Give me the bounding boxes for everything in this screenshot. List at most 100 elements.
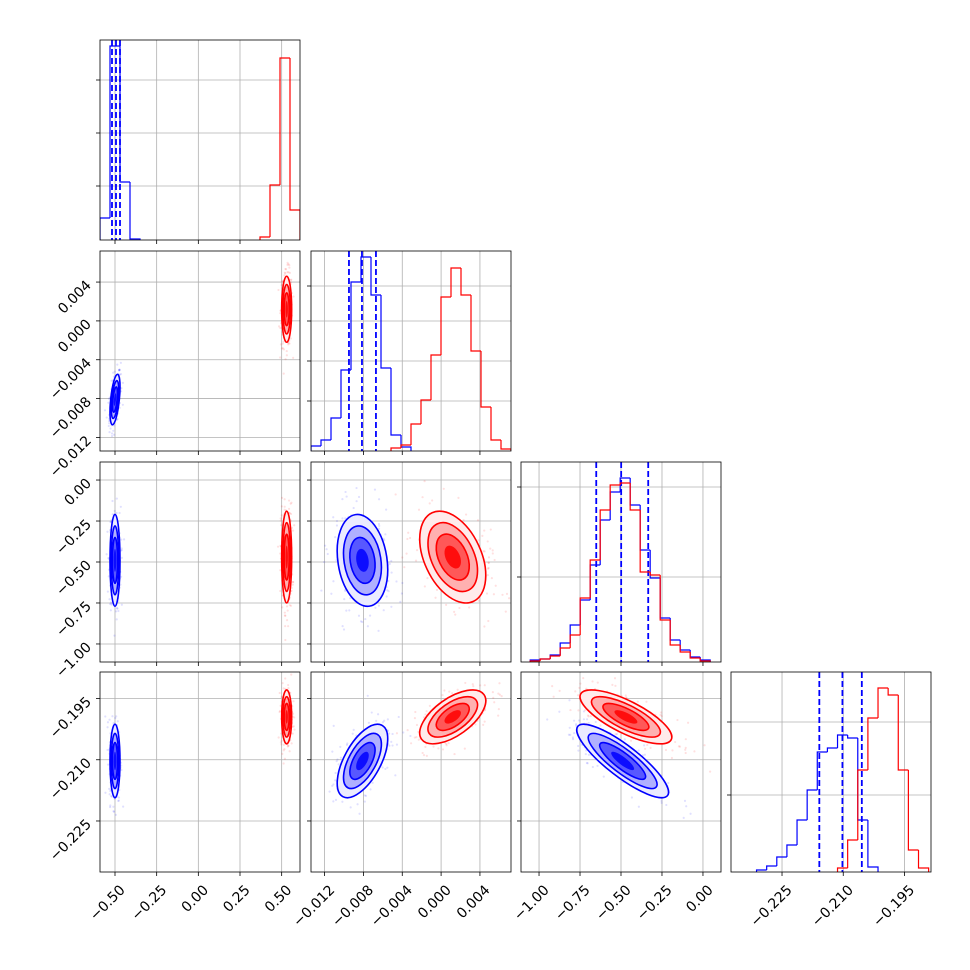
- contour: [285, 301, 288, 318]
- panel: [731, 672, 931, 872]
- panel-frame: [99, 39, 301, 241]
- panel-frame: [99, 671, 301, 873]
- contour: [349, 536, 376, 585]
- contour: [113, 548, 117, 572]
- y-tick-label: −0.75: [53, 598, 95, 640]
- histogram-step: [679, 645, 691, 653]
- histogram-step: [500, 440, 511, 451]
- x-tick-label: 0.25: [220, 882, 253, 915]
- histogram-step: [609, 491, 621, 520]
- histogram-step: [699, 658, 711, 662]
- histogram-step: [887, 688, 899, 696]
- contour: [427, 695, 479, 738]
- histogram-step: [826, 747, 838, 752]
- contour: [110, 732, 120, 790]
- histogram-step: [559, 647, 571, 656]
- x-tick-label: −0.210: [809, 882, 857, 930]
- histogram-step: [269, 184, 280, 237]
- panel-frame: [520, 671, 722, 873]
- histogram-step: [100, 217, 110, 240]
- histogram-step: [370, 257, 381, 296]
- contour: [598, 741, 647, 781]
- contour: [285, 710, 288, 724]
- histogram-step: [669, 620, 681, 646]
- histogram-step: [836, 734, 848, 748]
- contour: [614, 710, 638, 724]
- contour: [356, 751, 369, 771]
- histogram-step: [480, 351, 491, 408]
- histogram-step: [776, 856, 787, 866]
- histogram-step: [857, 769, 868, 840]
- histogram-step: [589, 564, 601, 600]
- y-tick-label: −0.004: [47, 355, 95, 403]
- histogram-step: [470, 295, 481, 352]
- panel-frame: [310, 671, 512, 873]
- x-tick-label: −0.012: [290, 882, 338, 930]
- y-tick-label: −1.00: [53, 639, 95, 681]
- histogram-step: [599, 509, 611, 560]
- x-tick-label: −0.25: [129, 882, 171, 924]
- contour: [111, 536, 119, 585]
- panel: [100, 40, 300, 240]
- histogram-step: [649, 550, 661, 579]
- x-tick-label: 0.50: [262, 882, 295, 915]
- x-tick-label: −0.195: [870, 882, 918, 930]
- histogram-step: [599, 519, 611, 565]
- histogram-step: [649, 572, 661, 576]
- contour: [280, 689, 293, 745]
- histogram-step: [579, 599, 591, 625]
- histogram-step: [867, 717, 879, 770]
- histogram-step: [755, 869, 767, 872]
- contour: [602, 702, 650, 732]
- x-tick-label: 0.00: [683, 882, 716, 915]
- histogram-step: [669, 618, 681, 641]
- contour: [280, 275, 293, 344]
- panel-frame: [99, 461, 301, 663]
- histogram-step: [877, 687, 889, 718]
- histogram-step: [816, 751, 828, 790]
- panel: [100, 251, 300, 451]
- histogram-step: [539, 658, 551, 661]
- histogram-step: [450, 267, 461, 297]
- histogram-step: [330, 417, 341, 440]
- panel: [521, 672, 721, 872]
- histogram-step: [857, 738, 868, 821]
- x-tick-label: 0.004: [454, 882, 494, 922]
- y-tick-label: −0.25: [53, 517, 95, 559]
- histogram-step: [559, 642, 571, 655]
- contour: [110, 525, 120, 596]
- y-tick-label: 0.000: [55, 316, 95, 356]
- x-tick-label: −0.225: [748, 882, 796, 930]
- x-tick-label: 0.000: [415, 882, 455, 922]
- contour: [111, 386, 119, 413]
- contour: [579, 689, 673, 745]
- contour: [444, 710, 461, 724]
- histogram-step: [659, 575, 671, 621]
- contour: [427, 521, 479, 593]
- contour: [435, 533, 471, 581]
- histogram-step: [259, 236, 270, 240]
- contour: [109, 373, 121, 426]
- panel-frame: [730, 671, 932, 873]
- histogram-step: [847, 735, 858, 739]
- y-tick-label: −0.195: [47, 694, 95, 742]
- contour: [587, 732, 658, 790]
- x-tick-label: −0.50: [87, 882, 129, 924]
- contour: [282, 521, 292, 593]
- contour: [109, 513, 121, 608]
- histogram-step: [420, 399, 431, 424]
- histogram-step: [440, 296, 451, 355]
- y-tick-label: 0.00: [61, 476, 94, 509]
- contour: [418, 689, 487, 745]
- histogram-step: [360, 256, 371, 282]
- contour: [336, 513, 389, 608]
- histogram-step: [320, 439, 331, 446]
- histogram-step: [279, 57, 290, 185]
- contour: [113, 751, 117, 771]
- histogram-step: [569, 624, 581, 643]
- contour: [109, 723, 121, 799]
- x-tick-label: −0.50: [593, 882, 635, 924]
- histogram-step: [380, 295, 391, 369]
- histogram-step: [689, 652, 701, 659]
